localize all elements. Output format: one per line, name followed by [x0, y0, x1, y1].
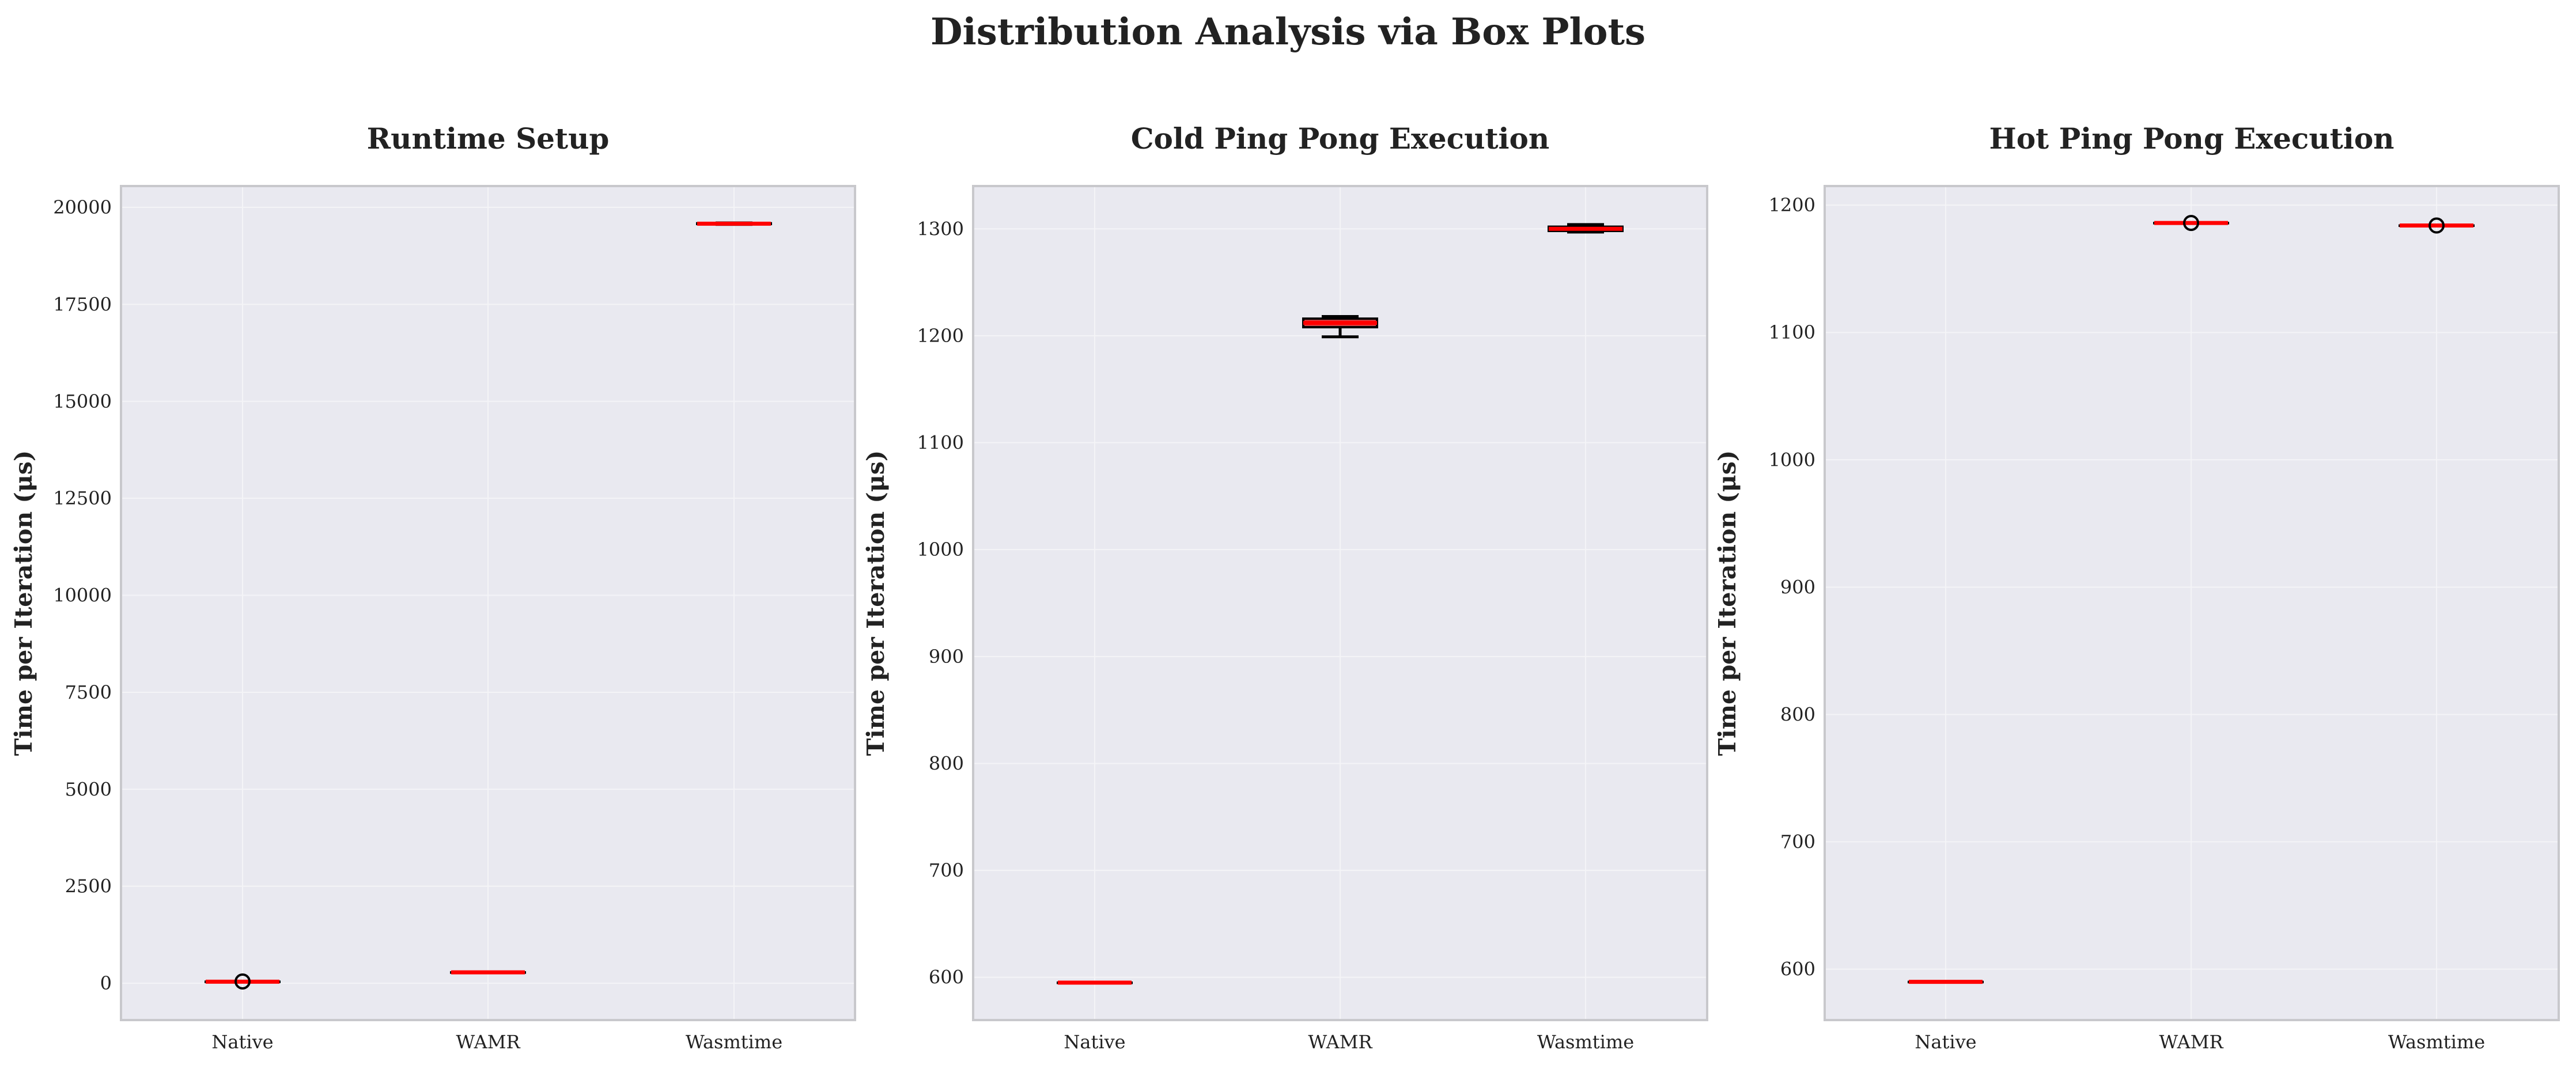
panel-title: Cold Ping Pong Execution [1131, 122, 1549, 156]
y-tick-label: 0 [100, 972, 112, 994]
x-tick-label: WAMR [1308, 1031, 1372, 1053]
plot-frame [120, 185, 856, 1021]
y-tick-label: 600 [1780, 958, 1815, 980]
y-tick-label: 1200 [1769, 194, 1815, 216]
x-tick-label: Native [211, 1031, 273, 1053]
outlier-point [234, 973, 251, 990]
x-tick-label: Wasmtime [1537, 1031, 1634, 1053]
y-tick-label: 600 [929, 967, 964, 988]
y-tick-label: 700 [1780, 831, 1815, 853]
figure-title: Distribution Analysis via Box Plots [930, 10, 1646, 54]
y-tick-label: 17500 [53, 293, 112, 315]
y-axis-label: Time per Iteration (μs) [1713, 450, 1741, 756]
y-tick-label: 800 [1780, 703, 1815, 725]
y-tick-label: 800 [929, 752, 964, 774]
outlier-point [2429, 217, 2445, 234]
y-tick-label: 900 [1780, 576, 1815, 598]
y-tick-label: 10000 [53, 585, 112, 607]
x-tick-label: Native [1915, 1031, 1976, 1053]
y-axis-label: Time per Iteration (μs) [862, 450, 890, 756]
y-tick-label: 1100 [917, 432, 964, 454]
x-tick-label: Native [1064, 1031, 1125, 1053]
y-tick-label: 20000 [53, 196, 112, 218]
panel-title: Runtime Setup [367, 122, 610, 156]
outlier-point [2183, 215, 2199, 232]
y-tick-label: 2500 [65, 876, 112, 897]
y-tick-label: 1000 [1769, 449, 1815, 471]
x-tick-label: WAMR [456, 1031, 520, 1053]
y-axis-label: Time per Iteration (μs) [10, 450, 37, 756]
y-tick-label: 900 [929, 646, 964, 668]
panel-title: Hot Ping Pong Execution [1989, 122, 2394, 156]
plot-frame [1824, 185, 2560, 1021]
y-tick-label: 15000 [53, 391, 112, 412]
y-tick-label: 12500 [53, 487, 112, 509]
x-tick-label: Wasmtime [686, 1031, 782, 1053]
y-tick-label: 700 [929, 859, 964, 881]
plot-frame [972, 185, 1708, 1021]
y-tick-label: 1200 [917, 325, 964, 347]
x-tick-label: WAMR [2159, 1031, 2223, 1053]
y-tick-label: 1000 [917, 539, 964, 560]
y-tick-label: 5000 [65, 778, 112, 800]
x-tick-label: Wasmtime [2388, 1031, 2485, 1053]
y-tick-label: 1300 [917, 218, 964, 240]
y-tick-label: 7500 [65, 681, 112, 703]
y-tick-label: 1100 [1769, 321, 1815, 343]
